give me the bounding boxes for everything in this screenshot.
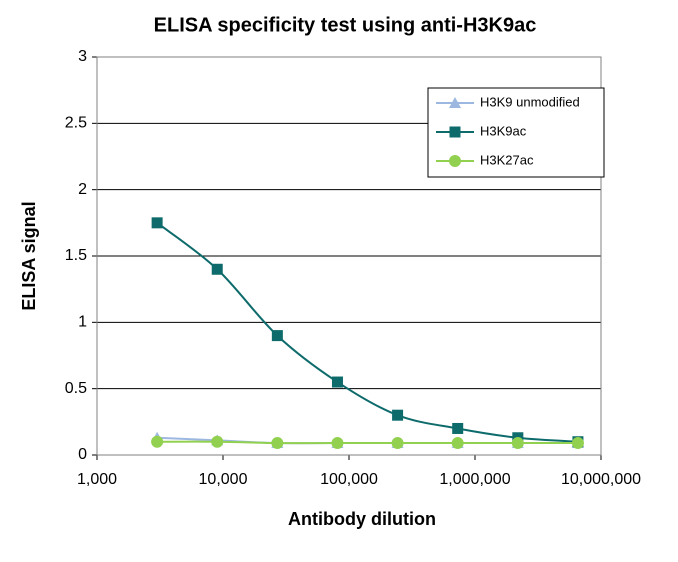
marker bbox=[449, 155, 461, 167]
marker bbox=[449, 126, 461, 138]
marker bbox=[391, 437, 404, 450]
y-tick-label: 1.5 bbox=[65, 247, 87, 264]
chart-title: ELISA specificity test using anti-H3K9ac bbox=[154, 14, 537, 36]
y-tick-label: 0 bbox=[78, 446, 87, 463]
y-tick-label: 0.5 bbox=[65, 380, 87, 397]
y-tick-label: 1 bbox=[78, 314, 87, 331]
marker bbox=[451, 437, 464, 450]
y-tick-label: 2.5 bbox=[65, 115, 87, 132]
marker bbox=[511, 437, 524, 450]
marker bbox=[151, 217, 163, 229]
marker bbox=[449, 97, 461, 108]
marker bbox=[151, 435, 164, 448]
legend-label: H3K9ac bbox=[480, 123, 527, 138]
x-axis-label: Antibody dilution bbox=[288, 509, 436, 529]
marker bbox=[331, 437, 344, 450]
x-tick-label: 10,000,000 bbox=[561, 471, 641, 488]
marker bbox=[331, 376, 343, 388]
marker bbox=[571, 437, 584, 450]
marker bbox=[271, 437, 284, 450]
marker bbox=[392, 409, 404, 421]
x-tick-label: 10,000 bbox=[199, 471, 248, 488]
x-tick-label: 100,000 bbox=[320, 471, 378, 488]
legend: H3K9 unmodified H3K9ac H3K27ac bbox=[427, 87, 605, 178]
x-tick-label: 1,000,000 bbox=[439, 471, 510, 488]
y-tick-label: 3 bbox=[78, 48, 87, 65]
legend-label: H3K27ac bbox=[480, 152, 534, 167]
legend-label: H3K9 unmodified bbox=[480, 94, 580, 109]
y-tick-label: 2 bbox=[78, 181, 87, 198]
x-tick-label: 1,000 bbox=[77, 471, 117, 488]
y-axis-label: ELISA signal bbox=[19, 201, 39, 310]
marker bbox=[211, 263, 223, 275]
marker bbox=[452, 422, 464, 434]
marker bbox=[271, 330, 283, 342]
marker bbox=[211, 435, 224, 448]
plot-border bbox=[96, 56, 602, 456]
